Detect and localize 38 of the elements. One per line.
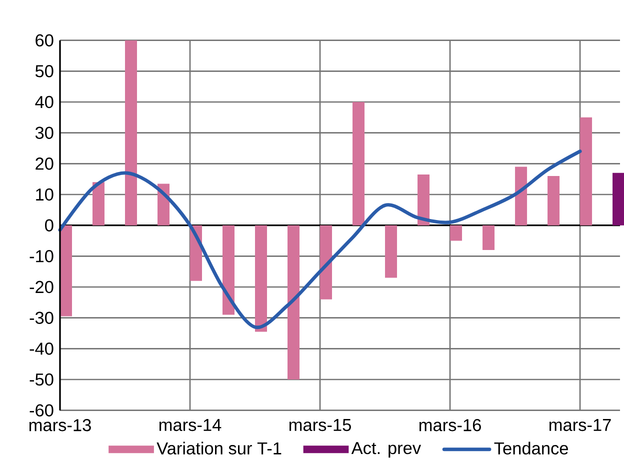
legend-label: Tendance — [494, 442, 568, 454]
y-tick-label: -60 — [30, 404, 54, 416]
x-tick-label: mars-16 — [420, 419, 481, 432]
bar — [125, 40, 137, 226]
bar — [450, 225, 462, 241]
y-tick-label: -50 — [30, 373, 54, 386]
bar — [352, 102, 365, 226]
bar — [482, 225, 495, 250]
x-tick-label: mars-15 — [289, 419, 351, 432]
y-tick-label: -30 — [30, 312, 54, 324]
x-tick-label: mars-14 — [159, 419, 222, 432]
x-tick-label: mars-13 — [29, 419, 91, 432]
bar — [92, 182, 104, 226]
x-tick-label: mars-17 — [550, 419, 611, 432]
bar — [515, 166, 528, 226]
line-series — [58, 150, 582, 330]
bar — [320, 225, 332, 300]
y-tick-label: -20 — [30, 280, 54, 294]
bar — [418, 174, 430, 226]
y-tick-label: 20 — [36, 158, 54, 170]
bar — [580, 117, 592, 226]
bar — [288, 225, 300, 380]
y-tick-label: 40 — [35, 96, 54, 108]
y-tick-label: -40 — [30, 342, 54, 355]
legend-label: Act. prev — [351, 442, 422, 458]
y-tick-label: 60 — [36, 34, 54, 46]
y-tick-label: 0 — [45, 219, 54, 232]
bar — [385, 225, 398, 278]
bar — [255, 225, 268, 332]
bar — [60, 225, 72, 316]
y-tick-label: -10 — [30, 250, 54, 262]
y-tick-label: 50 — [35, 65, 54, 78]
y-tick-label: 30 — [35, 126, 54, 139]
y-tick-label: 10 — [36, 188, 54, 201]
bar — [222, 225, 235, 315]
bar — [612, 172, 624, 226]
legend-label: Variation sur T-1 — [156, 442, 282, 454]
bar — [548, 176, 560, 226]
